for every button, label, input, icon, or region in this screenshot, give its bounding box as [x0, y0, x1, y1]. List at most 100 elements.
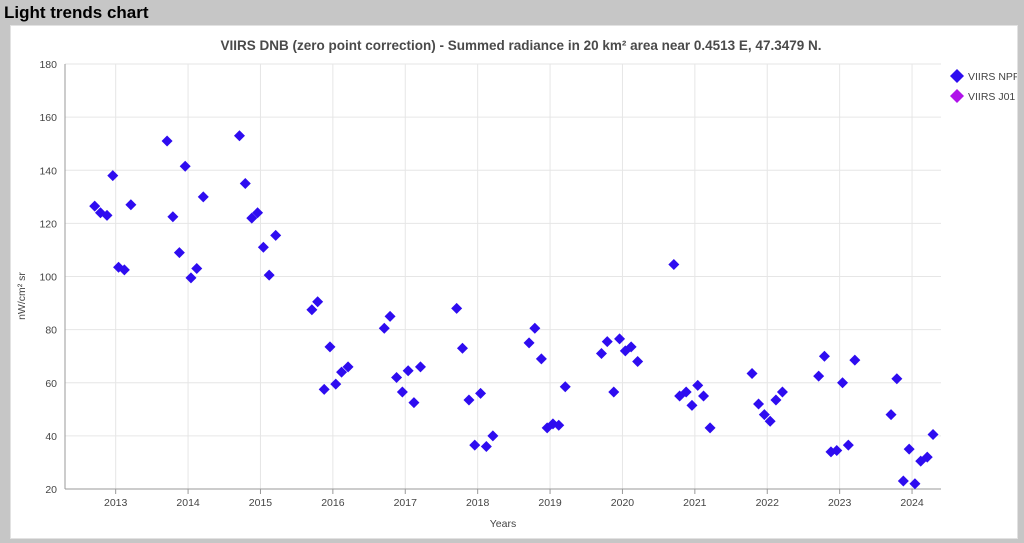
data-point-npp[interactable] [668, 259, 680, 271]
data-point-npp[interactable] [185, 272, 197, 284]
data-point-npp[interactable] [831, 444, 843, 456]
data-point-npp[interactable] [324, 341, 336, 353]
data-point-npp[interactable] [891, 373, 903, 385]
data-point-npp[interactable] [595, 348, 607, 360]
data-point-npp[interactable] [680, 386, 692, 398]
data-point-npp[interactable] [306, 304, 318, 316]
data-point-npp[interactable] [632, 356, 644, 367]
data-point-npp[interactable] [764, 415, 776, 427]
x-tick-label: 2024 [900, 497, 924, 509]
data-point-npp[interactable] [330, 378, 342, 390]
data-point-npp[interactable] [378, 322, 390, 334]
data-point-npp[interactable] [396, 386, 408, 398]
x-tick-label: 2016 [321, 497, 345, 509]
data-point-npp[interactable] [414, 361, 426, 373]
data-point-npp[interactable] [776, 386, 788, 398]
legend-marker-j01[interactable] [950, 89, 964, 103]
data-point-npp[interactable] [263, 269, 275, 281]
x-tick-label: 2017 [394, 497, 418, 509]
data-point-npp[interactable] [125, 199, 137, 211]
data-point-npp[interactable] [818, 350, 830, 362]
data-point-npp[interactable] [161, 135, 173, 147]
data-point-npp[interactable] [746, 367, 758, 379]
data-point-npp[interactable] [529, 322, 541, 334]
data-point-npp[interactable] [614, 333, 626, 345]
legend: VIIRS NPP VIIRS J01 [950, 69, 1017, 103]
data-point-npp[interactable] [686, 399, 698, 411]
data-point-npp[interactable] [601, 336, 613, 348]
data-point-npp[interactable] [921, 451, 933, 463]
data-point-npp[interactable] [239, 178, 251, 190]
data-point-npp[interactable] [475, 387, 487, 399]
window-title: Light trends chart [4, 3, 149, 22]
data-point-npp[interactable] [897, 475, 909, 487]
data-point-npp[interactable] [535, 353, 547, 365]
data-point-npp[interactable] [487, 430, 499, 442]
data-point-npp[interactable] [342, 361, 354, 373]
data-point-npp[interactable] [318, 383, 330, 395]
x-tick-label: 2013 [104, 497, 128, 509]
y-tick-label: 120 [39, 218, 57, 230]
data-point-npp[interactable] [469, 439, 481, 451]
data-point-npp[interactable] [408, 397, 420, 409]
data-point-npp[interactable] [336, 366, 348, 378]
data-point-npp[interactable] [758, 409, 770, 421]
x-tick-label: 2018 [466, 497, 490, 509]
x-tick-label: 2015 [249, 497, 273, 509]
data-point-npp[interactable] [257, 241, 269, 253]
y-tick-label: 160 [39, 112, 57, 124]
data-point-npp[interactable] [167, 211, 179, 223]
y-tick-label: 60 [45, 378, 57, 390]
data-point-npp[interactable] [608, 386, 620, 398]
data-point-npp[interactable] [384, 310, 396, 322]
data-point-npp[interactable] [252, 207, 264, 219]
data-point-npp[interactable] [927, 429, 939, 441]
data-point-npp[interactable] [197, 191, 209, 203]
legend-label-j01[interactable]: VIIRS J01 [968, 91, 1015, 103]
y-axis-label: nW/cm² sr [16, 272, 28, 320]
data-point-npp[interactable] [903, 443, 915, 455]
data-point-npp[interactable] [559, 381, 571, 393]
data-point-npp[interactable] [191, 263, 203, 275]
y-tick-label: 140 [39, 165, 57, 177]
data-point-npp[interactable] [270, 229, 282, 241]
data-point-npp[interactable] [451, 302, 463, 314]
data-point-npp[interactable] [391, 371, 403, 383]
data-point-npp[interactable] [480, 441, 492, 452]
data-point-npp[interactable] [107, 170, 119, 182]
y-tick-label: 80 [45, 325, 57, 337]
data-point-npp[interactable] [179, 160, 191, 172]
data-point-npp[interactable] [118, 264, 130, 276]
legend-marker-npp[interactable] [950, 69, 964, 83]
legend-label-npp[interactable]: VIIRS NPP [968, 71, 1017, 83]
data-point-npp[interactable] [312, 296, 324, 308]
data-point-npp[interactable] [842, 439, 854, 451]
y-tick-label: 40 [45, 431, 57, 443]
data-point-npp[interactable] [402, 365, 414, 377]
y-tick-label: 100 [39, 272, 57, 284]
x-tick-label: 2020 [611, 497, 635, 509]
chart: 20 40 60 80 100 120 140 160 180 2013 2014 2015 2016 2… [16, 38, 1017, 530]
data-point-npp[interactable] [173, 247, 185, 259]
data-point-npp[interactable] [523, 337, 535, 349]
data-point-npp[interactable] [246, 212, 258, 224]
data-point-npp[interactable] [553, 419, 565, 431]
data-point-npp[interactable] [625, 341, 637, 353]
data-point-npp[interactable] [885, 409, 897, 421]
data-point-npp[interactable] [837, 377, 849, 389]
data-point-npp[interactable] [101, 209, 113, 221]
data-point-npp[interactable] [704, 422, 716, 434]
data-point-npp[interactable] [692, 379, 704, 391]
data-point-npp[interactable] [89, 200, 101, 212]
axis-layer: 20 40 60 80 100 120 140 160 180 2013 2014 2015 2016 2… [39, 59, 941, 509]
data-point-npp[interactable] [698, 390, 710, 402]
data-point-npp[interactable] [463, 394, 475, 406]
data-point-npp[interactable] [770, 394, 782, 406]
data-point-npp[interactable] [456, 342, 468, 354]
data-point-npp[interactable] [813, 370, 825, 382]
data-point-npp[interactable] [233, 130, 245, 142]
data-point-npp[interactable] [849, 354, 861, 366]
points-layer [89, 130, 939, 490]
data-point-npp[interactable] [753, 398, 765, 410]
data-point-npp[interactable] [909, 478, 921, 490]
